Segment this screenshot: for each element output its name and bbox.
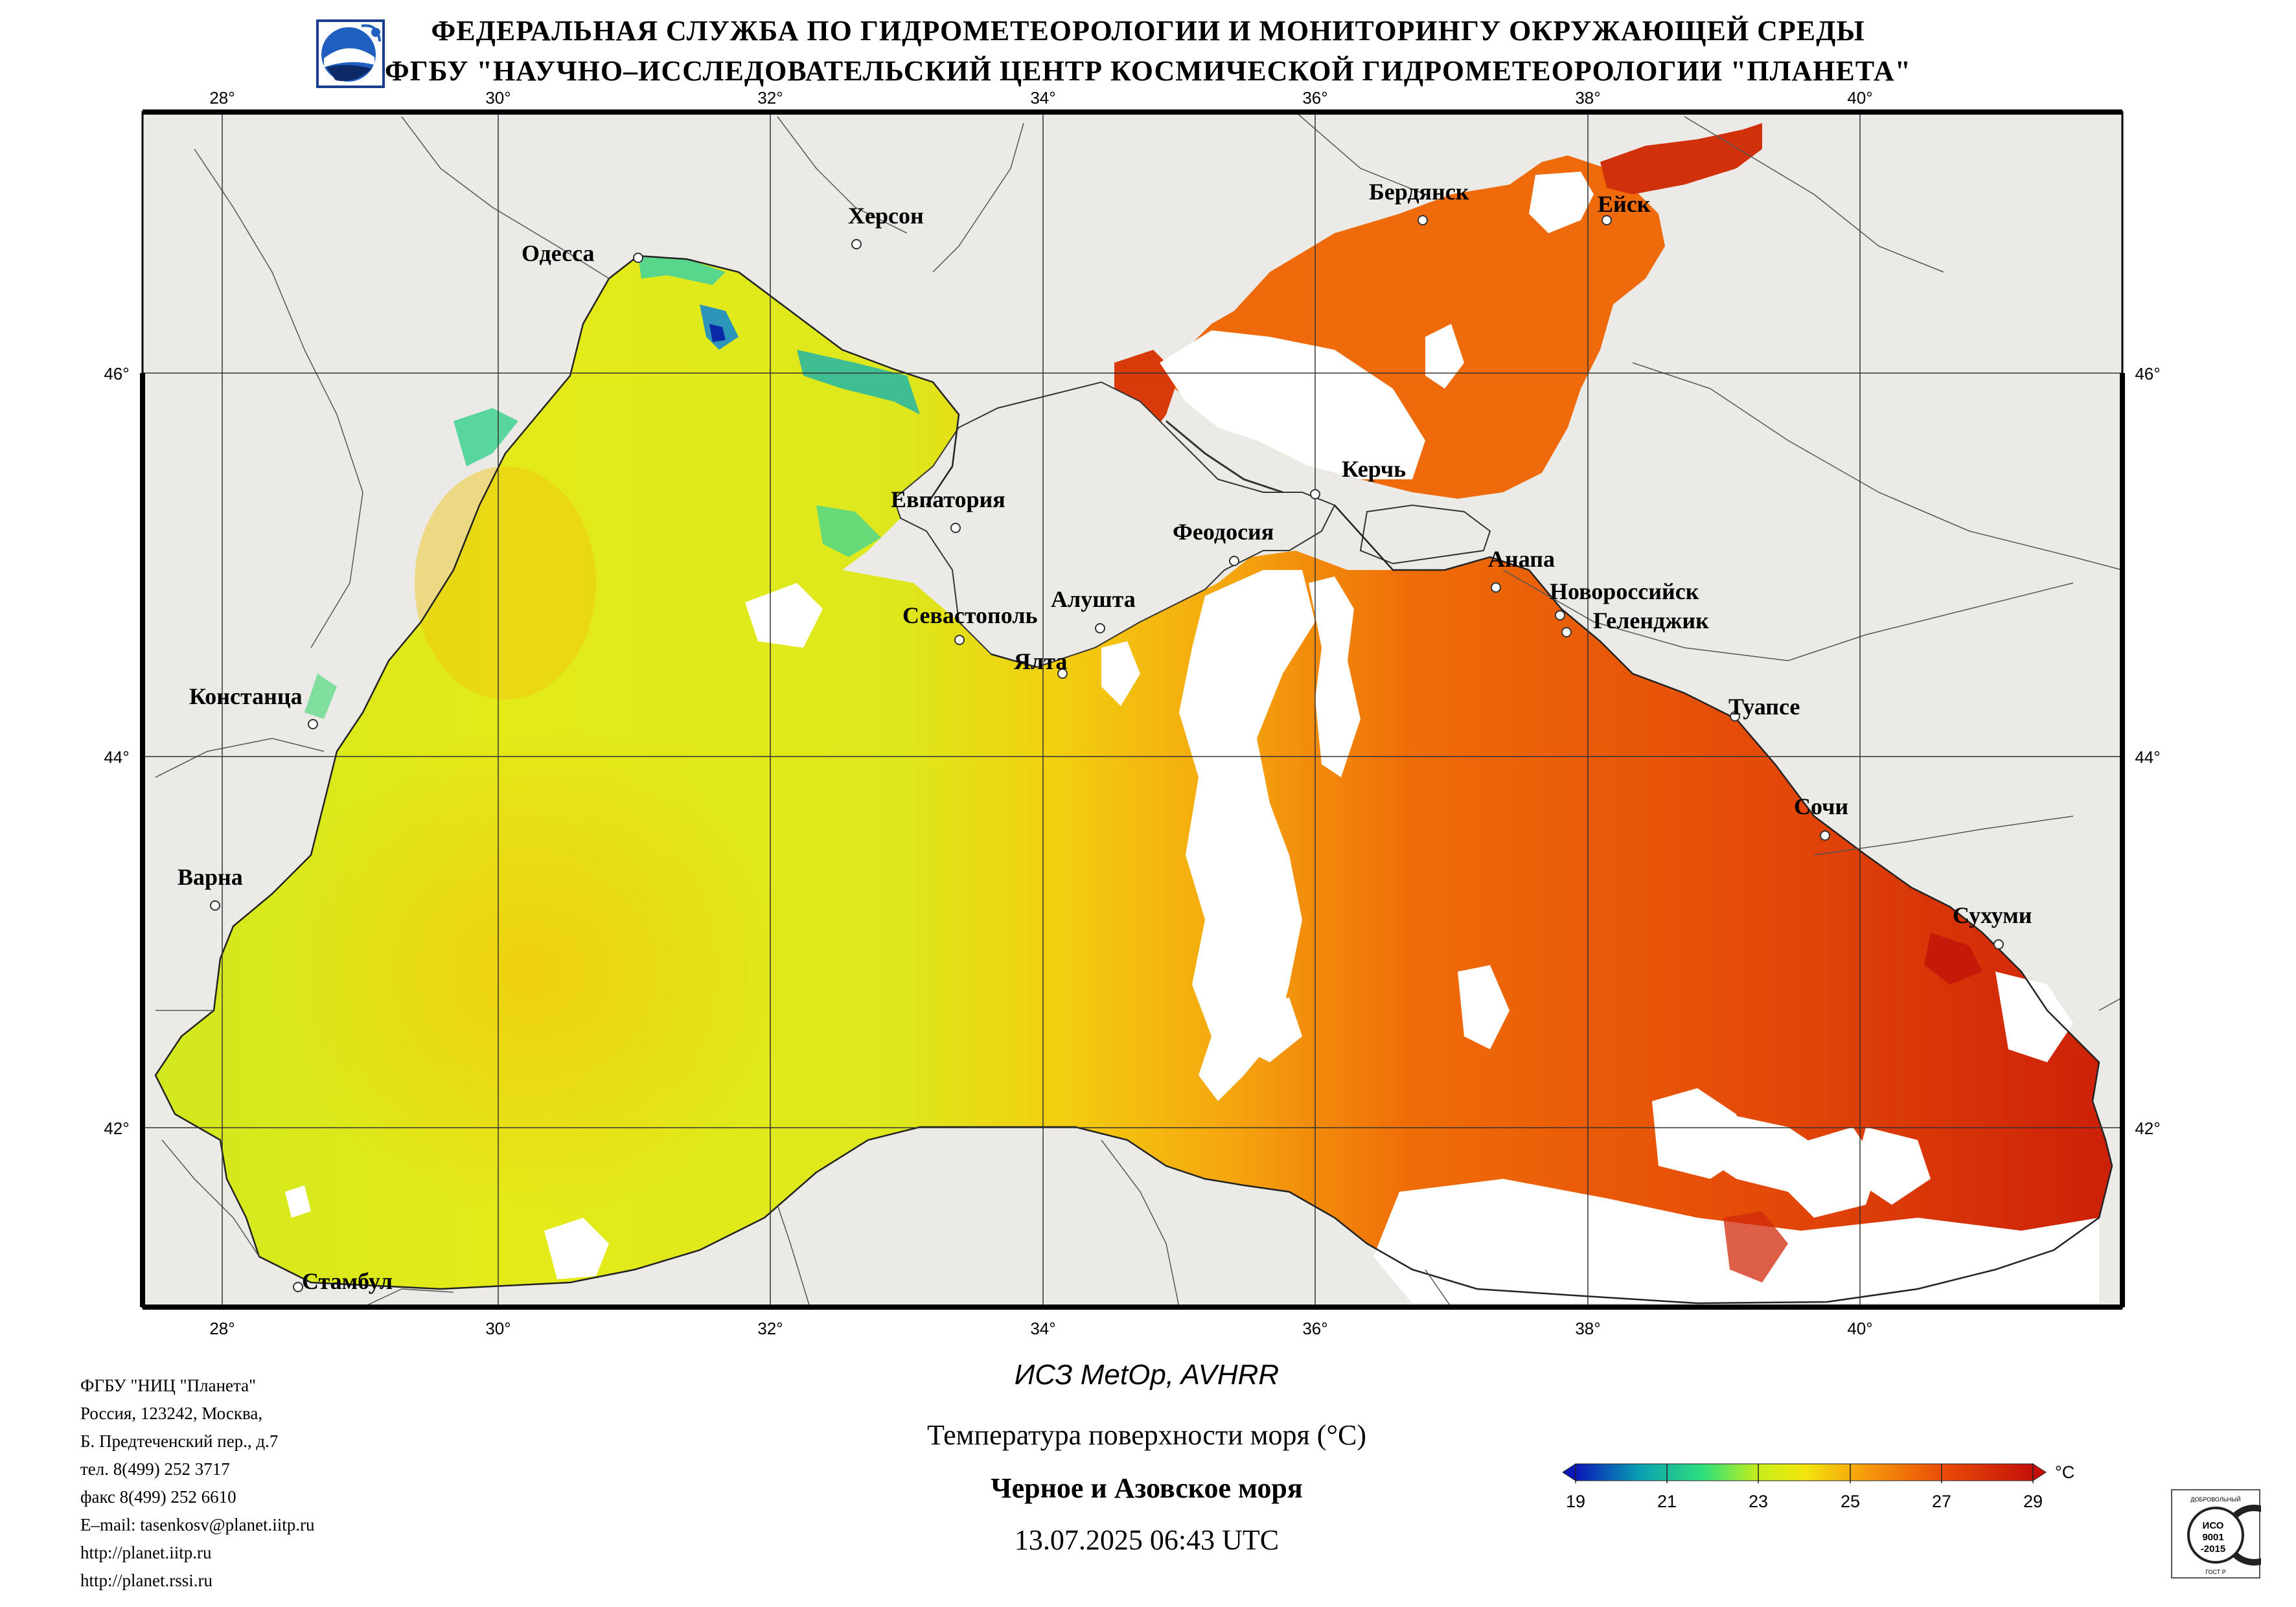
planeta-logo-icon — [316, 19, 385, 88]
header-line-1: ФЕДЕРАЛЬНАЯ СЛУЖБА ПО ГИДРОМЕТЕОРОЛОГИИ … — [431, 15, 1865, 47]
lon-tick-top: 40° — [1847, 88, 1872, 108]
map-frame-bars — [140, 109, 2125, 1310]
lat-tick-right: 44° — [2135, 747, 2160, 767]
cold-coastal-strip — [304, 674, 337, 719]
satellite-label: ИСЗ MetOp, AVHRR — [1014, 1359, 1280, 1391]
city-label-kerch: Керчь — [1342, 456, 1406, 482]
colorbar-gradient — [1575, 1463, 2034, 1481]
cold-coastal-strip — [638, 256, 726, 285]
city-markers — [210, 215, 2004, 1292]
lon-tick-top: 36° — [1302, 88, 1327, 108]
colorbar: 19 21 23 25 27 29 °C — [1562, 1463, 2074, 1511]
header-line-2: ФГБУ "НАУЧНО–ИССЛЕДОВАТЕЛЬСКИЙ ЦЕНТР КОС… — [384, 55, 1912, 87]
region-title: Черное и Азовское моря — [991, 1472, 1303, 1504]
colorbar-min-arrow — [1562, 1463, 1576, 1481]
cold-coastal-strip — [816, 505, 881, 557]
phone: тел. 8(499) 252 3717 — [80, 1459, 230, 1479]
lat-tick-left: 46° — [104, 364, 129, 383]
fax: факс 8(499) 252 6610 — [80, 1487, 236, 1507]
lon-tick-bottom: 40° — [1847, 1319, 1872, 1338]
iso-certificate-badge: ДОБРОВОЛЬНЫЙ ИСО 9001 -2015 ГОСТ Р — [2171, 1489, 2261, 1579]
city-label-tuapse: Туапсе — [1728, 694, 1800, 720]
city-label-yalta: Ялта — [1014, 648, 1067, 674]
lon-tick-bottom: 38° — [1575, 1319, 1600, 1338]
lon-tick-top: 34° — [1030, 88, 1055, 108]
product-title: Температура поверхности моря (°C) — [926, 1419, 1367, 1451]
address-line-2: Б. Предтеченский пер., д.7 — [80, 1431, 279, 1451]
crimea-peninsula — [893, 381, 1336, 668]
city-label-berdyansk: Бердянск — [1369, 179, 1469, 205]
lon-tick-bottom: 28° — [209, 1319, 235, 1338]
warm-patch-nw — [415, 466, 596, 700]
cert-year: -2015 — [2201, 1544, 2225, 1555]
city-label-gelendzhik: Геленджик — [1593, 608, 1709, 633]
lat-tick-left: 44° — [104, 747, 129, 767]
land-borders — [155, 112, 2122, 1307]
address-line-1: Россия, 123242, Москва, — [80, 1404, 263, 1423]
lon-tick-bottom: 36° — [1302, 1319, 1327, 1338]
city-label-sochi: Сочи — [1794, 793, 1848, 819]
colorbar-tick-label: 25 — [1841, 1492, 1860, 1511]
cold-coastal-strip — [797, 350, 920, 415]
lat-tick-right: 42° — [2135, 1119, 2160, 1138]
datetime-label: 13.07.2025 06:43 UTC — [1014, 1524, 1280, 1556]
cert-num: 9001 — [2202, 1532, 2223, 1543]
arabat-spit — [1165, 420, 1283, 494]
colorbar-tick-label: 29 — [2023, 1492, 2043, 1511]
city-label-istanbul: Стамбул — [302, 1268, 393, 1294]
warm-patch-west — [272, 725, 790, 1218]
colorbar-max-arrow — [2032, 1463, 2047, 1481]
lat-tick-left: 42° — [104, 1119, 129, 1138]
org-name: ФГБУ "НИЦ "Планета" — [80, 1376, 257, 1395]
taganrog-bay — [1600, 123, 1762, 194]
colorbar-tick-label: 23 — [1749, 1492, 1768, 1511]
lon-tick-top: 32° — [757, 88, 783, 108]
warm-hotspot — [1723, 1211, 1788, 1282]
cert-iso: ИСО — [2203, 1520, 2224, 1531]
city-label-alushta: Алушта — [1051, 586, 1136, 612]
city-label-anapa: Анапа — [1488, 546, 1555, 572]
lon-tick-top: 28° — [209, 88, 235, 108]
graticule — [143, 112, 2122, 1307]
lat-tick-right: 46° — [2135, 364, 2160, 383]
cert-top-text: ДОБРОВОЛЬНЫЙ — [2190, 1496, 2240, 1503]
lon-tick-top: 38° — [1575, 88, 1600, 108]
colorbar-tick-label: 19 — [1566, 1492, 1585, 1511]
colorbar-tick-label: 27 — [1932, 1492, 1951, 1511]
colorbar-unit: °C — [2055, 1463, 2074, 1482]
email[interactable]: E–mail: tasenkosv@planet.iitp.ru — [80, 1515, 315, 1534]
coastline — [154, 255, 2113, 1305]
city-label-novorossiysk: Новороссийск — [1550, 578, 1699, 604]
warm-hotspot — [1924, 933, 1982, 985]
city-label-sevastopol: Севастополь — [902, 602, 1038, 628]
cold-coastal-strip — [709, 324, 726, 342]
city-label-constanta: Констанца — [189, 683, 303, 709]
lon-tick-bottom: 32° — [757, 1319, 783, 1338]
lon-tick-bottom: 34° — [1030, 1319, 1055, 1338]
cold-coastal-strip — [453, 408, 518, 466]
city-label-kherson: Херсон — [848, 203, 924, 229]
lon-tick-bottom: 30° — [485, 1319, 511, 1338]
contact-info: ФГБУ "НИЦ "Планета" Россия, 123242, Моск… — [80, 1372, 315, 1595]
city-label-feodosia: Феодосия — [1173, 519, 1274, 545]
website-link[interactable]: http://planet.rssi.ru — [80, 1571, 212, 1590]
website-link[interactable]: http://planet.iitp.ru — [80, 1543, 212, 1562]
city-label-odessa: Одесса — [522, 240, 595, 266]
taman-peninsula — [1359, 504, 1491, 565]
city-label-evpatoria: Евпатория — [891, 486, 1005, 512]
cert-bottom-text: ГОСТ Р — [2205, 1569, 2226, 1575]
colorbar-tick-label: 21 — [1657, 1492, 1677, 1511]
city-label-yeysk: Ейск — [1598, 191, 1651, 217]
lon-tick-top: 30° — [485, 88, 511, 108]
city-label-varna: Варна — [178, 864, 243, 890]
city-label-sukhumi: Сухуми — [1953, 902, 2032, 928]
colorbar-tick-lines — [1575, 1464, 2034, 1483]
